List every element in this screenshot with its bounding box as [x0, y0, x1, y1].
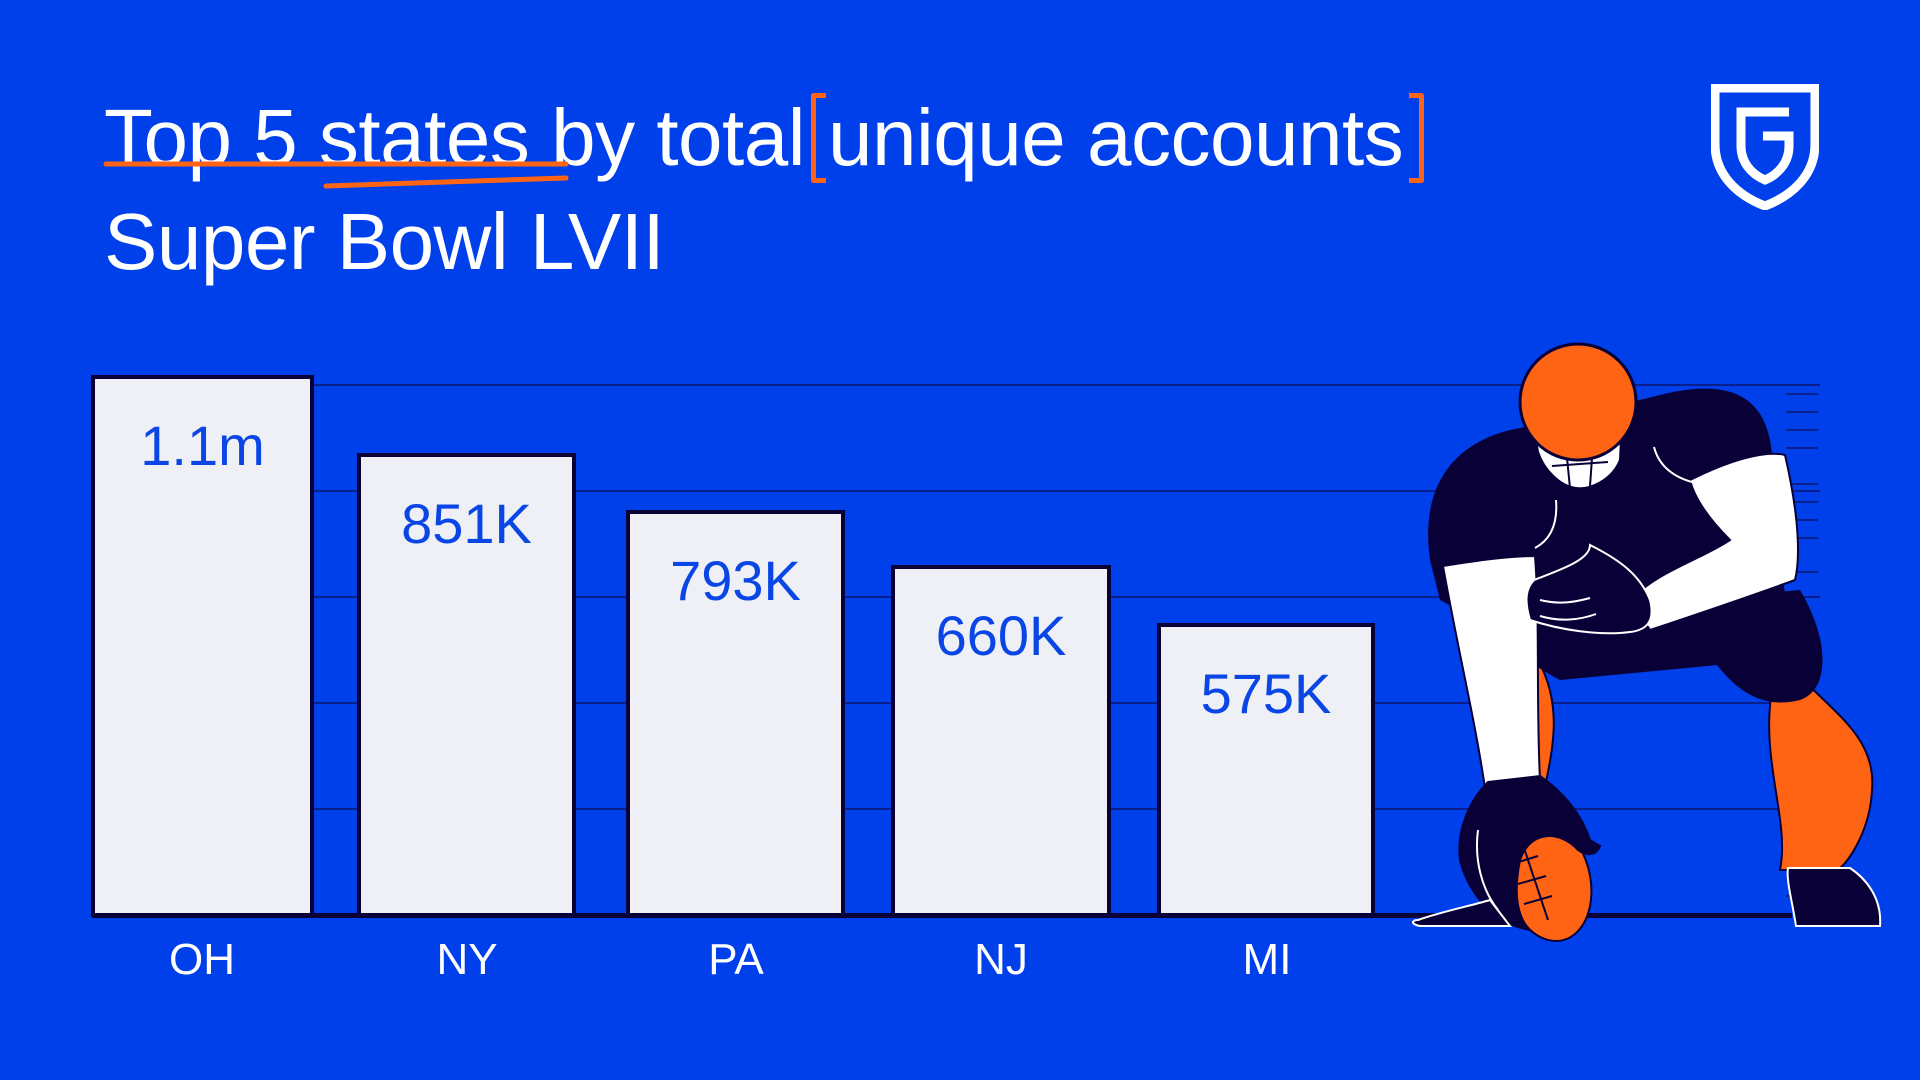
gridline — [312, 384, 1820, 386]
bar-mi: 575K — [1157, 623, 1375, 917]
title-line-1: Top 5 states by total unique accounts — [104, 86, 1425, 190]
shield-g-logo-icon — [1711, 84, 1819, 210]
bracket-right-icon — [1409, 93, 1425, 183]
bar-nj: 660K — [891, 565, 1111, 917]
x-axis-baseline — [92, 913, 1792, 918]
bar-value-label: 793K — [670, 549, 801, 612]
bar-value-label: 851K — [401, 492, 532, 555]
chart-title: Top 5 states by total unique accounts Sup… — [104, 86, 1425, 294]
bracket-left-icon — [811, 93, 827, 183]
x-axis-label: MI — [1242, 935, 1292, 984]
bar-ny: 851K — [357, 453, 576, 917]
x-axis-label: NJ — [974, 935, 1028, 984]
bar-value-label: 1.1m — [140, 414, 265, 477]
bar-oh: 1.1m — [91, 375, 314, 917]
title-text: by total — [529, 93, 806, 182]
gridline — [312, 490, 1820, 492]
bar-pa: 793K — [626, 510, 845, 917]
x-axis-label: NY — [436, 935, 498, 984]
x-axis-label: OH — [169, 935, 235, 984]
chart-subtitle: Super Bowl LVII — [104, 197, 665, 286]
title-highlight: Top 5 states — [104, 93, 530, 182]
title-emphasis: unique accounts — [828, 93, 1404, 182]
x-axis-label: PA — [708, 935, 764, 984]
bar-value-label: 660K — [935, 604, 1067, 667]
bar-value-label: 575K — [1200, 662, 1332, 725]
